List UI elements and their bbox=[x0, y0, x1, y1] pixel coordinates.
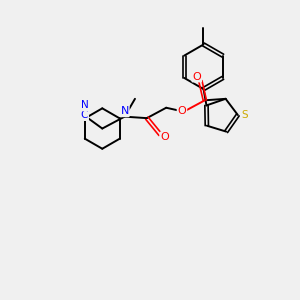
Text: S: S bbox=[241, 110, 248, 120]
Text: N: N bbox=[120, 106, 129, 116]
Text: O: O bbox=[160, 133, 169, 142]
Text: O: O bbox=[178, 106, 186, 116]
Text: N: N bbox=[81, 100, 88, 110]
Text: O: O bbox=[192, 71, 201, 82]
Text: C: C bbox=[81, 110, 88, 120]
